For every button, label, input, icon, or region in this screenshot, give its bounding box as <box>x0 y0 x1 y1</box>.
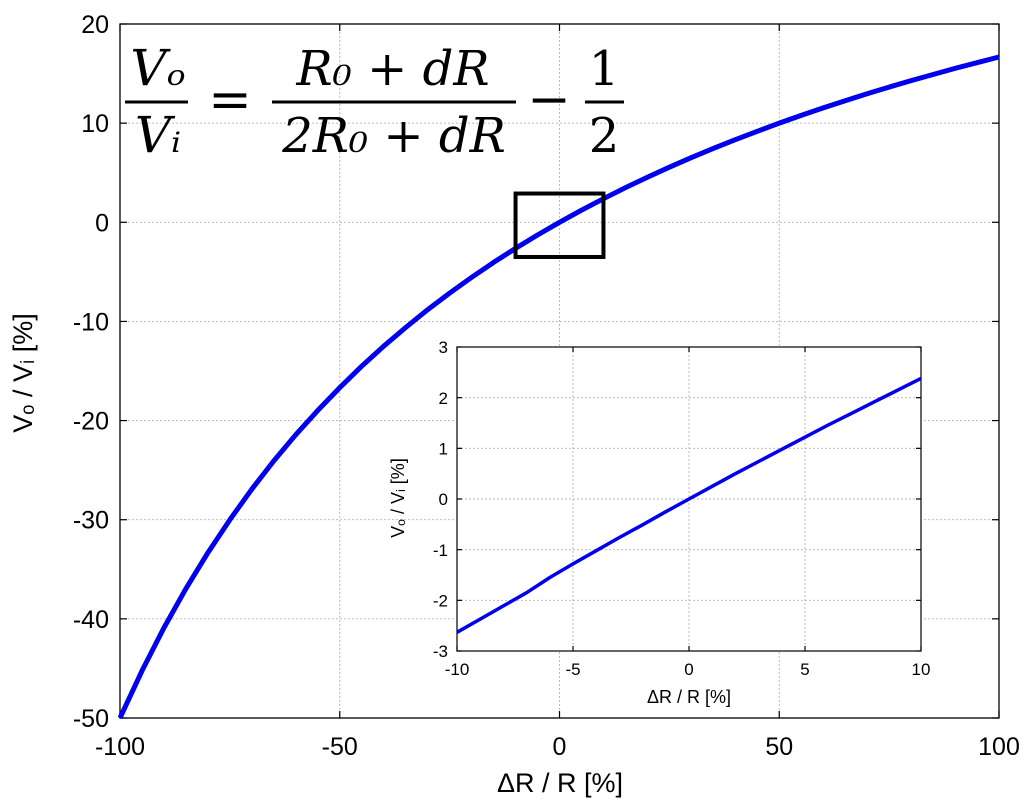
inset-x-tick-label: -10 <box>445 660 470 679</box>
eq-minus: − <box>527 70 571 130</box>
eq-lhs-denominator: Vᵢ <box>135 106 181 164</box>
inset-y-axis-label: Vₒ / Vᵢ [%] <box>388 458 408 538</box>
main-x-tick-label: -100 <box>95 733 145 761</box>
main-y-tick-label: -20 <box>73 408 109 436</box>
eq-rhs-denominator: 2R₀ + dR <box>281 108 506 164</box>
main-y-axis-label: Vₒ / Vᵢ [%] <box>8 313 38 432</box>
main-x-tick-label: 100 <box>978 733 1020 761</box>
inset-axes-box <box>456 346 922 652</box>
main-y-tick-label: -50 <box>73 705 109 733</box>
eq-half-numerator: 1 <box>589 41 620 97</box>
inset-x-tick-label: 0 <box>684 660 693 679</box>
main-x-tick-label: -50 <box>322 733 358 761</box>
inset-x-tick-label: 5 <box>800 660 809 679</box>
eq-half-denominator: 2 <box>589 108 620 164</box>
inset-series-line <box>456 376 922 634</box>
main-x-tick-label: 0 <box>553 733 567 761</box>
inset-x-tick-label: 10 <box>912 660 931 679</box>
eq-equals: = <box>208 70 252 130</box>
inset-y-tick-label: -1 <box>433 541 448 560</box>
main-x-axis-label: ΔR / R [%] <box>497 768 623 798</box>
main-y-tick-label: -30 <box>73 507 109 535</box>
main-series-line <box>117 54 1000 720</box>
eq-rhs-numerator: R₀ + dR <box>296 41 490 97</box>
inset-y-tick-label: -3 <box>433 642 448 661</box>
main-y-tick-label: 20 <box>81 11 109 39</box>
zoom-region-box <box>513 191 606 259</box>
main-y-tick-label: -40 <box>73 606 109 634</box>
inset-y-tick-label: -2 <box>433 591 448 610</box>
inset-y-tick-label: 3 <box>439 338 448 357</box>
equation-annotation: Vₒ Vᵢ = R₀ + dR 2R₀ + dR − 1 2 <box>125 39 624 164</box>
main-y-tick-label: -10 <box>73 308 109 336</box>
main-x-tick-label: 50 <box>765 733 793 761</box>
inset-x-axis-label: ΔR / R [%] <box>647 687 731 707</box>
main-y-tick-label: 10 <box>81 110 109 138</box>
inset-y-tick-label: 2 <box>439 389 448 408</box>
inset-y-tick-label: 0 <box>439 490 448 509</box>
inset-y-tick-label: 1 <box>439 439 448 458</box>
main-axes-box <box>119 23 1000 719</box>
main-y-tick-label: 0 <box>95 209 109 237</box>
eq-lhs-numerator: Vₒ <box>130 39 185 97</box>
inset-x-tick-label: -5 <box>565 660 580 679</box>
